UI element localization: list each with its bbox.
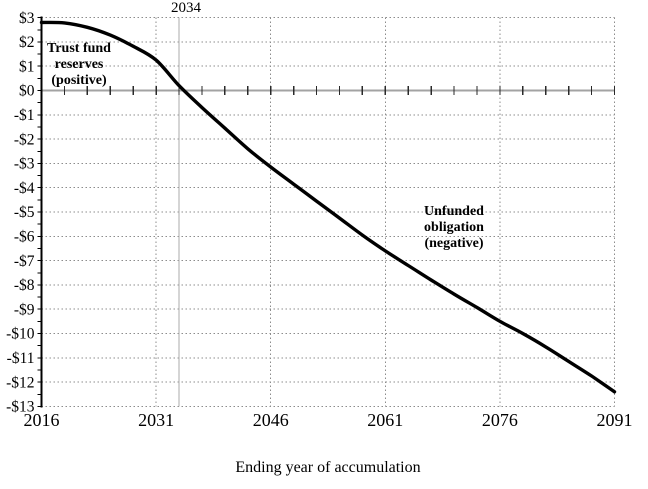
y-tick-label: -$2: [14, 131, 35, 148]
x-tick-label: 2061: [367, 410, 403, 430]
y-tick-label: -$5: [14, 204, 35, 221]
y-tick-label: $3: [19, 10, 35, 27]
trust-fund-reserves-label: Trust fund reserves (positive): [47, 41, 111, 89]
y-tick-label: $1: [19, 58, 35, 75]
trust-fund-reserves-label-line1: Trust fund: [47, 41, 111, 56]
unfunded-obligation-label: Unfunded obligation (negative): [424, 204, 484, 252]
y-tick-label: -$1: [14, 107, 35, 124]
x-tick-label: 2046: [253, 410, 289, 430]
x-tick-label: 2091: [597, 410, 633, 430]
y-tick-label: $0: [19, 83, 35, 100]
y-tick-label: -$6: [14, 229, 35, 246]
unfunded-obligation-label-line3: (negative): [424, 236, 484, 251]
y-tick-label: -$13: [6, 399, 35, 416]
unfunded-obligation-label-line1: Unfunded: [424, 204, 484, 219]
y-tick-label: -$3: [14, 156, 35, 173]
y-tick-label: $2: [19, 34, 35, 51]
trust-fund-reserves-label-line3: (positive): [51, 73, 107, 88]
x-tick-label: 2016: [24, 410, 60, 430]
y-tick-label: -$8: [14, 277, 35, 294]
y-tick-label: -$9: [14, 301, 35, 318]
y-tick-label: -$12: [6, 374, 34, 391]
y-tick-label: -$7: [14, 253, 35, 270]
trust-fund-reserves-label-line2: reserves: [54, 57, 104, 72]
y-tick-label: -$10: [6, 326, 35, 343]
y-tick-label: -$4: [14, 180, 35, 197]
x-tick-label: 2031: [138, 410, 174, 430]
reserves-obligation-curve: [39, 20, 617, 394]
depletion-year-annotation: 2034: [171, 0, 201, 16]
unfunded-obligation-label-line2: obligation: [424, 220, 484, 235]
y-tick-label: -$11: [7, 350, 35, 367]
x-tick-label: 2076: [482, 410, 518, 430]
x-axis-title: Ending year of accumulation: [235, 459, 421, 476]
